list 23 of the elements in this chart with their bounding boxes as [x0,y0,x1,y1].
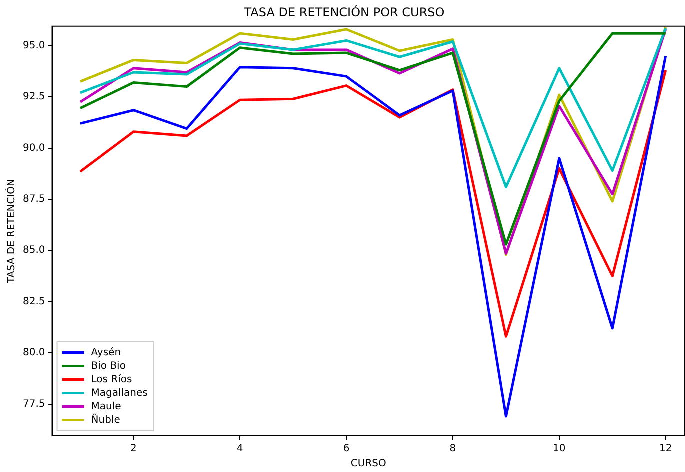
y-tick-label: 92.5 [23,92,46,103]
legend-label: Ñuble [91,412,120,426]
y-tick-label: 95.0 [23,40,46,52]
y-tick-label: 85.0 [23,245,46,256]
x-axis-title: CURSO [350,458,386,470]
x-tick-label: 6 [343,444,350,455]
y-tick-label: 87.5 [23,194,46,206]
x-tick-label: 12 [659,444,672,455]
y-tick-label: 80.0 [23,348,46,359]
y-axis-title: TASA DE RETENCIÓN [4,179,18,284]
legend-label: Aysén [91,347,122,358]
legend-label: Magallanes [91,388,148,399]
x-tick-label: 8 [450,444,456,455]
x-tick-label: 2 [130,444,137,455]
x-tick-label: 10 [553,444,566,455]
y-tick-label: 82.5 [23,296,46,308]
y-tick-label: 90.0 [23,142,46,154]
y-tick-label: 77.5 [23,398,46,410]
legend-label: Bio Bio [91,360,126,372]
legend-label: Maule [91,401,122,412]
legend-label: Los Ríos [91,374,132,386]
x-tick-label: 4 [236,444,244,455]
chart-title: TASA DE RETENCIÓN POR CURSO [243,4,445,20]
